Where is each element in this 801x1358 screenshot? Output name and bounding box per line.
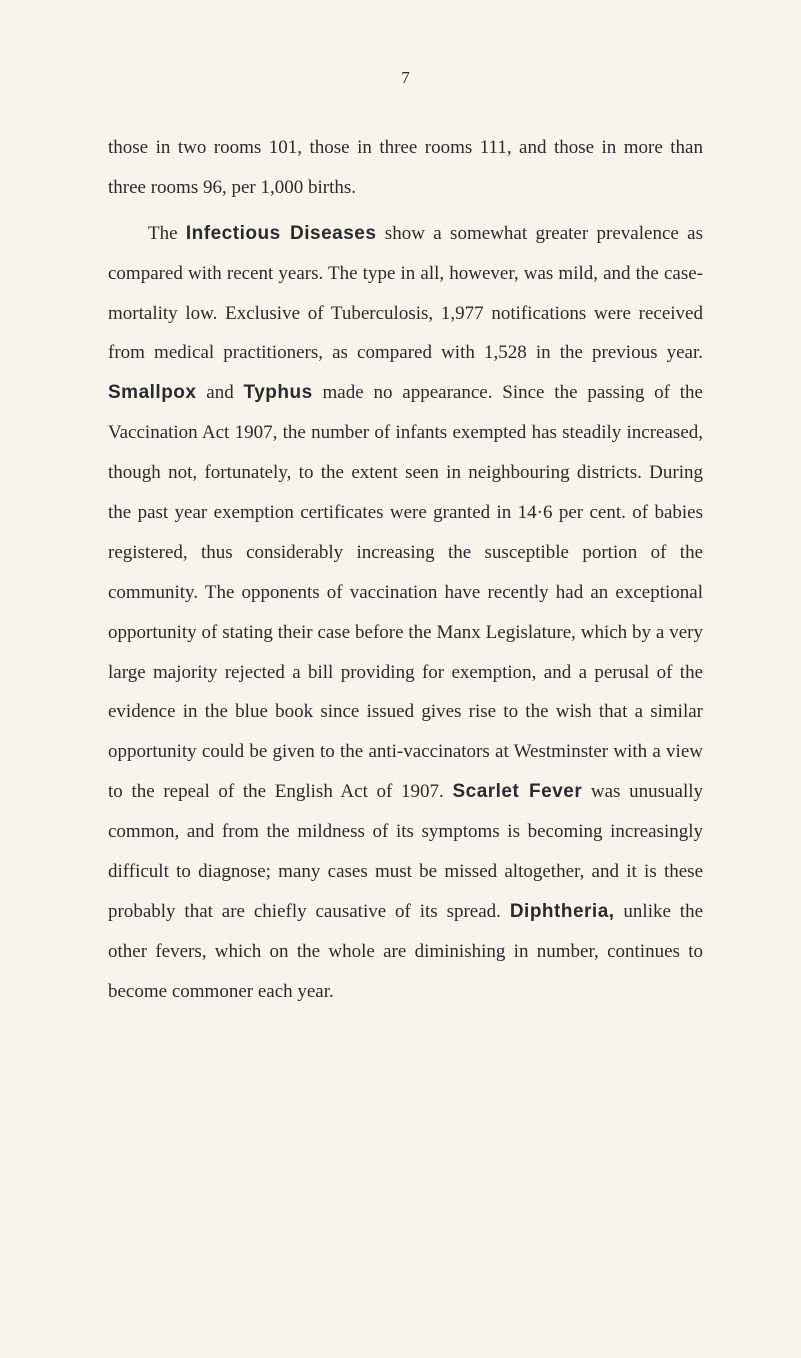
para2-part4: made no appearance. Since the passing of…	[108, 382, 703, 802]
term-typhus: Typhus	[244, 382, 313, 403]
term-infectious-diseases: Infectious Diseases	[186, 223, 377, 244]
term-scarlet-fever: Scarlet Fever	[452, 781, 582, 802]
paragraph-1: those in two rooms 101, those in three r…	[108, 128, 703, 208]
para1-text: those in two rooms 101, those in three r…	[108, 137, 703, 198]
paragraph-2: The Infectious Diseases show a somewhat …	[108, 214, 703, 1012]
para2-part1: The	[148, 223, 186, 244]
document-body: those in two rooms 101, those in three r…	[108, 128, 703, 1012]
page-number: 7	[108, 68, 703, 88]
term-smallpox: Smallpox	[108, 382, 196, 403]
para2-part3: and	[196, 382, 243, 403]
term-diphtheria: Diphtheria,	[510, 901, 615, 922]
